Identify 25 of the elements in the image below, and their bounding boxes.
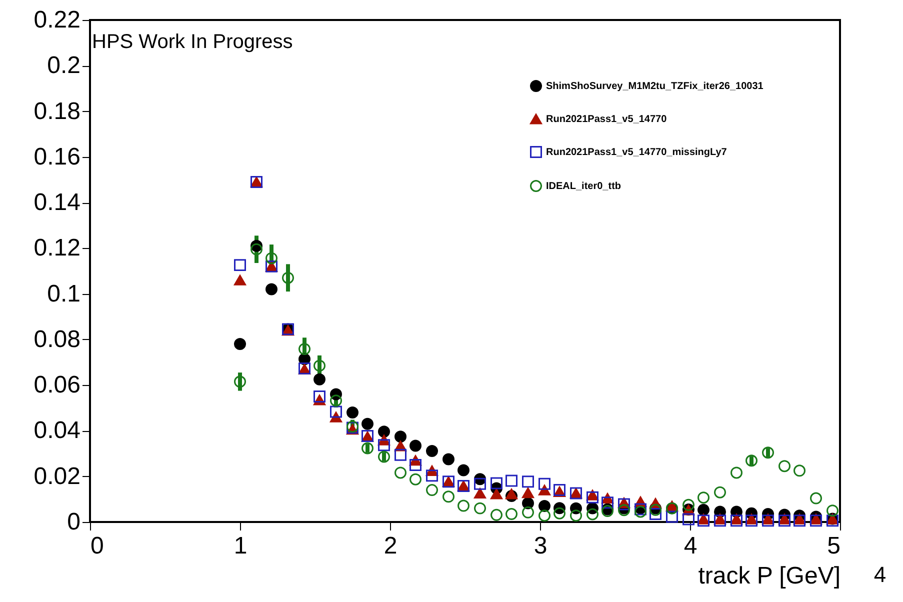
- y-tick-label: 0.16: [34, 143, 80, 170]
- x-tick-label: 4: [684, 532, 698, 560]
- y-tick-label: 0: [67, 508, 80, 536]
- x-tick-label: 2: [384, 532, 398, 560]
- y-tick-label: 0.1: [47, 280, 80, 308]
- y-tick-label: 0.14: [34, 189, 80, 216]
- x-axis-title: track P [GeV]: [698, 562, 840, 590]
- legend-label: ShimShoSurvey_M1M2tu_TZFix_iter26_10031: [546, 81, 764, 92]
- y-tick-label: 0.18: [34, 98, 80, 125]
- legend-label: Run2021Pass1_v5_14770_missingLy7: [546, 147, 728, 158]
- y-tick-label: 0.12: [34, 234, 80, 262]
- annotation: HPS Work In Progress: [92, 31, 293, 53]
- y-tick-label: 0.04: [34, 417, 80, 444]
- y-tick-label: 0.2: [47, 52, 80, 80]
- text: 4: [874, 562, 886, 587]
- x-tick-label: 1: [234, 532, 248, 560]
- y-tick-label: 0.06: [34, 372, 80, 399]
- x-tick-label: 3: [534, 532, 548, 560]
- y-tick-label: 0.22: [34, 6, 80, 34]
- x-tick-label: 0: [90, 532, 104, 560]
- legend-label: Run2021Pass1_v5_14770: [546, 114, 668, 125]
- legend-label: IDEAL_iter0_ttb: [546, 181, 622, 192]
- y-tick-label: 0.08: [34, 326, 80, 353]
- y-tick-label: 0.02: [34, 462, 80, 490]
- x-tick-label: 5: [827, 532, 840, 560]
